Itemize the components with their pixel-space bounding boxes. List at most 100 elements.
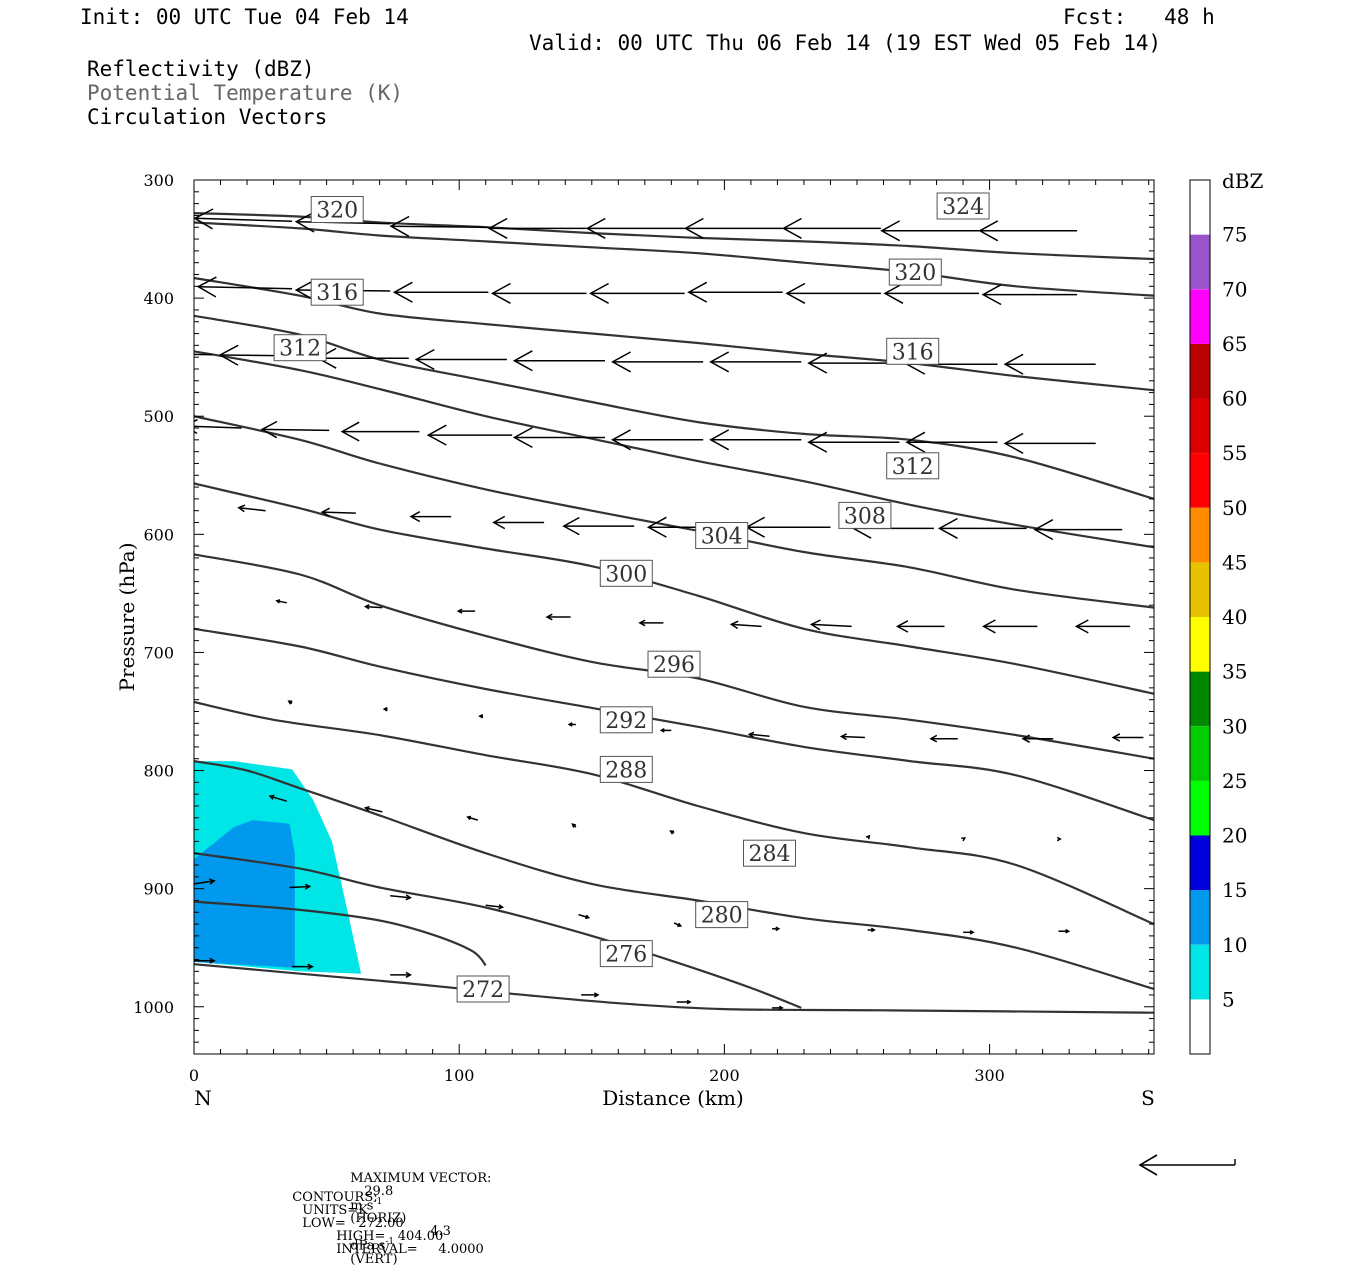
axis-ticks — [193, 179, 1154, 1055]
y-tick-label: 800 — [143, 762, 174, 781]
vector-arrow — [194, 691, 195, 695]
svg-text:296: 296 — [653, 653, 695, 678]
theta-label: 324 — [936, 192, 990, 220]
theta-label: 312 — [273, 334, 327, 362]
vector-arrow — [316, 347, 409, 369]
vector-arrow — [287, 700, 293, 705]
vector-arrow — [363, 604, 383, 610]
vector-arrow — [487, 217, 587, 239]
theta-label: 320 — [310, 196, 364, 224]
theta-label: 292 — [599, 706, 653, 734]
theta-label: 280 — [695, 901, 749, 929]
dbz-colorbar: 5 10 15 20 25 30 35 40 45 50 55 60 65 70 75 — [1189, 179, 1247, 1055]
vector-arrow — [1021, 734, 1054, 743]
colorbar-tick-label: 10 — [1222, 933, 1247, 957]
theta-label: 308 — [838, 501, 892, 529]
colorbar-tick-label: 20 — [1222, 824, 1247, 848]
vector-arrow — [867, 927, 876, 933]
theta-label: 316 — [310, 278, 364, 306]
colorbar-swatch — [1190, 453, 1210, 508]
theta-label: 296 — [647, 650, 701, 678]
colorbar-tick-label: 5 — [1222, 987, 1235, 1011]
theta-contour-288 — [194, 700, 1154, 926]
vector-arrow — [409, 511, 452, 523]
colorbar-swatch — [1190, 343, 1210, 399]
reflectivity-shading — [194, 761, 362, 974]
y-tick-label: 900 — [143, 880, 174, 899]
vector-arrow — [196, 276, 293, 298]
vector-arrow — [194, 353, 213, 356]
vector-arrow — [562, 516, 635, 536]
colorbar-swatch — [1190, 289, 1210, 344]
field-label-vectors: Circulation Vectors — [87, 105, 328, 129]
vector-arrow — [1058, 928, 1071, 934]
colorbar-swatch — [1190, 835, 1210, 891]
theta-contour-316 — [194, 276, 1154, 392]
axis-tick-labels: 0 100 200 300 300 400 500 600 700 800 900 1000 — [133, 171, 1005, 1085]
max-horiz-value: 29.8 — [364, 1184, 394, 1199]
colorbar-tick-label: 35 — [1222, 660, 1247, 684]
colorbar-swatch — [1190, 507, 1210, 563]
theta-label: 288 — [599, 755, 653, 783]
svg-text:272: 272 — [462, 978, 504, 1003]
y-axis-title: Pressure (hPa) — [115, 543, 139, 692]
colorbar-tick-label: 65 — [1222, 332, 1247, 356]
svg-text:320: 320 — [316, 199, 358, 224]
vector-arrow — [1111, 733, 1144, 742]
vector-arrow — [490, 282, 587, 304]
vector-arrow — [1056, 836, 1062, 842]
vector-arrow — [571, 823, 577, 828]
contours-interval: INTERVAL= 4.0000 — [336, 1242, 484, 1257]
colorbar-tick-label: 40 — [1222, 605, 1247, 629]
vector-arrow — [545, 613, 571, 621]
field-label-theta: Potential Temperature (K) — [87, 81, 404, 105]
colorbar-swatch — [1190, 234, 1210, 290]
vector-arrow — [683, 217, 783, 239]
vector-arrow — [883, 282, 979, 304]
vector-arrow — [392, 281, 489, 303]
colorbar-tick-label: 25 — [1222, 769, 1247, 793]
endpoint-right-label: S — [1141, 1086, 1155, 1110]
svg-text:308: 308 — [844, 504, 886, 529]
vector-arrow — [485, 904, 505, 910]
svg-text:316: 316 — [316, 281, 358, 306]
svg-text:300: 300 — [605, 562, 647, 587]
vector-arrow — [363, 805, 383, 813]
colorbar-tick-label: 75 — [1222, 223, 1247, 247]
colorbar-swatch — [1190, 944, 1210, 1000]
vector-arrow — [785, 282, 881, 304]
vector-arrow — [194, 418, 242, 435]
vector-arrow — [747, 731, 770, 738]
vector-arrow — [382, 706, 388, 712]
y-tick-label: 500 — [143, 407, 174, 426]
colorbar-swatch — [1190, 726, 1210, 781]
y-tick-label: 600 — [143, 525, 174, 544]
y-tick-label: 400 — [143, 289, 174, 308]
vector-arrow — [581, 992, 600, 998]
vector-arrow — [466, 815, 479, 821]
vector-arrow — [492, 515, 545, 530]
valid-time: Valid: 00 UTC Thu 06 Feb 14 (19 EST Wed … — [529, 31, 1162, 55]
colorbar-tick-label: 60 — [1222, 387, 1247, 411]
vector-arrow — [478, 713, 484, 719]
colorbar-tick-label: 15 — [1222, 878, 1247, 902]
svg-text:280: 280 — [701, 904, 743, 929]
vector-arrow — [1003, 353, 1096, 375]
theta-contour-284 — [194, 760, 1154, 991]
colorbar-swatch — [1190, 398, 1210, 454]
theta-label: 320 — [888, 258, 942, 286]
vector-arrow — [414, 348, 507, 371]
theta-contour-280 — [194, 852, 802, 1009]
theta-contour-304 — [194, 415, 1154, 609]
x-axis-title: Distance (km) — [602, 1086, 744, 1110]
colorbar-swatch — [1190, 780, 1210, 836]
theta-label: 316 — [886, 337, 940, 365]
colorbar-tick-label: 55 — [1222, 441, 1247, 465]
vector-arrow — [512, 350, 605, 372]
vector-arrow — [275, 599, 287, 604]
vector-arrow — [809, 619, 852, 631]
svg-text:284: 284 — [749, 842, 791, 867]
vector-arrow — [292, 963, 314, 970]
y-tick-label: 300 — [143, 171, 174, 190]
